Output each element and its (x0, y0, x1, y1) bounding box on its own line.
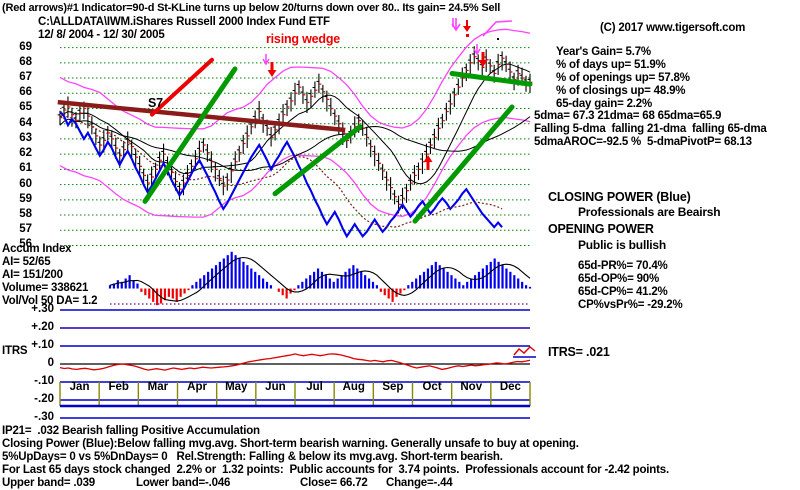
power-metric-2: 65d-CP%= 41.2% (578, 286, 668, 298)
upper-band-label: Upper band= .039 (2, 477, 95, 489)
itrs-label: ITRS (2, 345, 28, 357)
price-tick-61: 61 (19, 162, 32, 175)
accum-ai-200: AI= 151/200 (2, 269, 63, 281)
power-metric-1: 65d-OP%= 90% (578, 273, 660, 285)
price-tick-56: 56 (19, 238, 32, 251)
accum-ai-65: AI= 52/65 (2, 256, 51, 268)
vol-vol-label: Vol/Vol 50 DA= 1.2 (2, 295, 98, 307)
indicator-headline: (Red arrows)#1 Indicator=90-d St-KLine t… (2, 2, 501, 14)
closing-power-title: CLOSING POWER (Blue) (548, 190, 691, 204)
change-label: Change=-.44 (386, 477, 453, 489)
itrs-value-label: ITRS= .021 (548, 345, 610, 359)
stat-line-2: % of openings up= 57.8% (556, 72, 690, 84)
copyright-label: (C) 2017 www.tigersoft.com (600, 22, 746, 34)
itrs-tick-3: 0 (47, 357, 54, 369)
stat-line-3: % of closings up= 48.9% (556, 85, 686, 97)
price-tick-60: 60 (19, 177, 32, 190)
price-tick-64: 64 (19, 116, 32, 129)
itrs-tick-5: -.20 (34, 393, 54, 405)
month-label-nov: Nov (460, 381, 483, 393)
footer-line-2: 5%UpDays= 0 vs 5%DnDays= 0 Rel.Strength:… (2, 451, 503, 463)
itrs-tick-4: -.10 (34, 375, 54, 387)
footer-line-0: IP21= .032 Bearish falling Positive Accu… (2, 425, 260, 437)
price-chart-canvas (57, 28, 533, 246)
closing-power-subtitle: Professionals are Beairsh (578, 205, 721, 219)
month-label-oct: Oct (422, 381, 442, 393)
price-tick-68: 68 (19, 55, 32, 68)
month-label-jan: Jan (69, 381, 90, 393)
month-label-may: May (225, 381, 248, 393)
file-path-label: C:\ALLDATA\IWM.iShares Russell 2000 Inde… (38, 16, 330, 28)
month-label-jul: Jul (306, 381, 323, 393)
date-range-label: 12/ 8/ 2004 - 12/ 30/ 2005 (38, 29, 165, 41)
stat-line-0: Year's Gain= 5.7% (556, 46, 651, 58)
opening-power-subtitle: Public is bullish (578, 238, 666, 252)
accum-index-canvas (108, 251, 532, 306)
itrs-legend-icon (513, 346, 536, 358)
price-tick-57: 57 (19, 223, 32, 236)
s7-annotation: S7 (148, 96, 163, 110)
month-label-mar: Mar (147, 381, 169, 393)
stat-line-4: 65-day gain= 2.2% (556, 98, 652, 110)
accum-index-title: Accum Index (2, 243, 72, 255)
power-metric-0: 65d-PR%= 70.4% (578, 260, 668, 272)
price-tick-67: 67 (19, 71, 32, 84)
price-tick-66: 66 (19, 86, 32, 99)
moving-average-line: 5dma= 67.3 21dma= 68 65dma=65.9 (534, 110, 722, 122)
footer-line-1: Closing Power (Blue):Below falling mvg.a… (2, 438, 579, 450)
itrs-tick-0: +.30 (31, 303, 54, 315)
itrs-tick-6: -.30 (34, 411, 54, 423)
month-label-sep: Sep (382, 381, 404, 393)
month-label-apr: Apr (187, 381, 207, 393)
aroc-pivot-line: 5dmaAROC=-92.5 % 5-dmaPivotP= 68.13 (534, 136, 752, 148)
price-tick-58: 58 (19, 208, 32, 221)
header-legend-icons (451, 18, 513, 40)
close-price-label: Close= 66.72 (300, 477, 368, 489)
stat-line-1: % of days up= 51.9% (556, 59, 666, 71)
opening-power-title: OPENING POWER (548, 222, 654, 236)
volume-label: Volume= 338621 (2, 282, 89, 294)
price-tick-65: 65 (19, 101, 32, 114)
price-tick-63: 63 (19, 131, 32, 144)
power-metric-3: CP%vsPr%= -29.2% (578, 299, 683, 311)
falling-ma-line: Falling 5-dma falling 21-dma falling 65-… (534, 123, 767, 135)
itrs-canvas (59, 309, 531, 419)
lower-band-label: Lower band=-.046 (136, 477, 231, 489)
price-tick-69: 69 (19, 40, 32, 53)
price-tick-62: 62 (19, 147, 32, 160)
price-tick-59: 59 (19, 192, 32, 205)
month-label-aug: Aug (342, 381, 365, 393)
itrs-tick-1: +.20 (31, 321, 54, 333)
itrs-tick-2: +.10 (31, 339, 54, 351)
footer-line-3: For Last 65 days stock changed 2.2% or 1… (2, 464, 669, 476)
month-label-feb: Feb (108, 381, 129, 393)
month-label-jun: Jun (265, 381, 286, 393)
month-label-dec: Dec (499, 381, 521, 393)
rising-wedge-annotation: rising wedge (266, 32, 341, 46)
